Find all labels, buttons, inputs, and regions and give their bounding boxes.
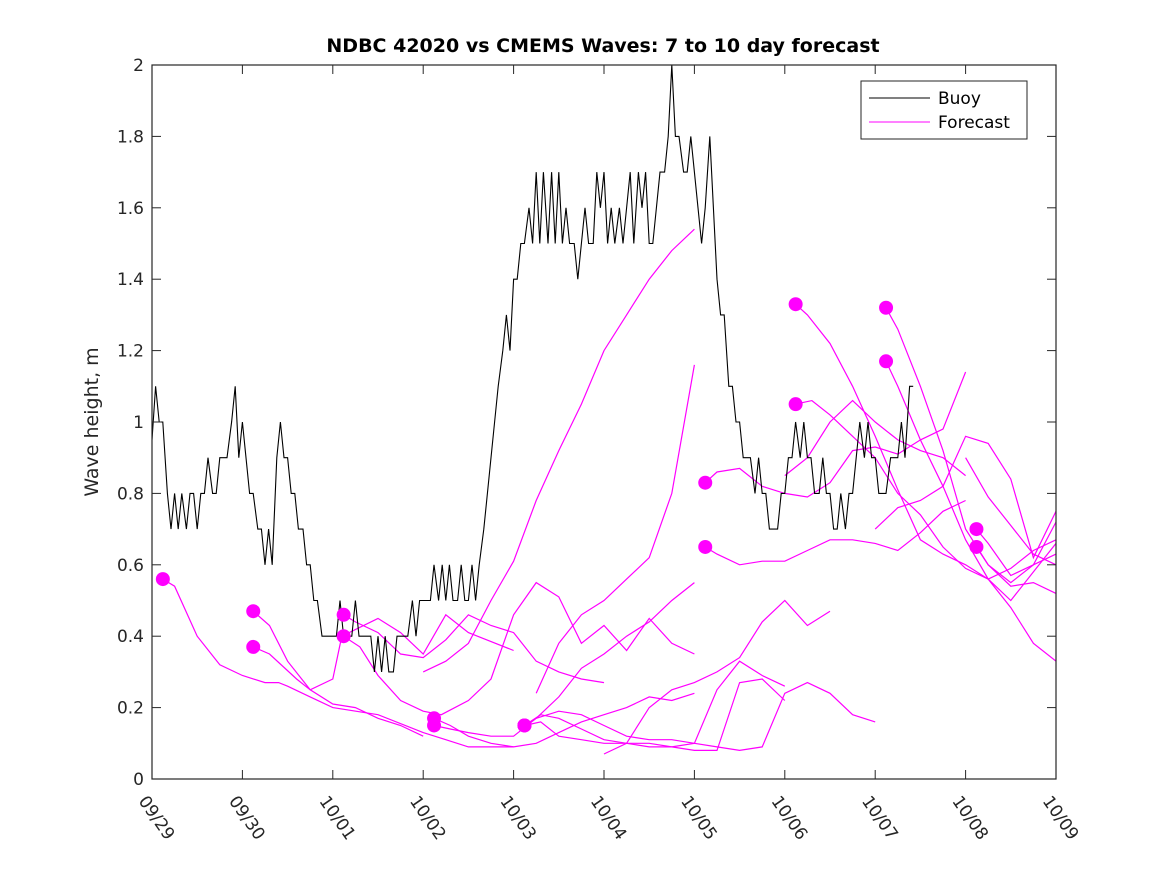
forecast-start-marker [969,539,984,554]
forecast-start-marker [155,572,170,587]
marker-layer [155,297,984,733]
forecast-start-marker [246,604,261,619]
y-tick-label: 1.8 [117,127,144,147]
forecast-line [965,457,1056,566]
y-tick-label: 0.8 [117,484,144,504]
forecast-line [975,528,1056,577]
forecast-start-marker [698,475,713,490]
forecast-line [975,546,1056,594]
forecast-line [795,303,1056,602]
series-layer [152,65,1056,755]
forecast-line [784,399,966,477]
legend-label-buoy: Buoy [938,89,981,109]
y-tick-label: 0.2 [117,699,144,719]
forecast-start-marker [336,629,351,644]
y-tick-label: 1.6 [117,199,144,219]
legend: Buoy Forecast [860,80,1028,140]
forecast-start-marker [788,297,803,312]
forecast-line [422,228,695,673]
buoy-line [152,65,914,673]
y-tick-label: 0.6 [117,556,144,576]
y-tick-label: 0 [133,770,144,790]
forecast-start-marker [788,397,803,412]
y-tick-label: 1.4 [117,270,144,290]
y-axis-label: Wave height, m [81,347,103,496]
forecast-start-marker [969,522,984,537]
forecast-line [162,578,514,748]
forecast-line [433,692,695,748]
forecast-line [252,610,424,737]
y-tick-label: 1 [133,413,144,433]
y-tick-label: 1.2 [117,342,144,362]
forecast-line [343,581,695,716]
forecast-line [535,364,695,694]
forecast-start-marker [517,718,532,733]
forecast-line [433,582,695,737]
forecast-line [704,499,966,566]
forecast-start-marker [427,718,442,733]
forecast-line [524,678,786,752]
forecast-line [603,599,831,755]
y-axis: 0 0.2 0.4 0.6 0.8 1 1.2 1.4 1.6 1.8 2 [117,56,1056,790]
forecast-line [795,399,1056,580]
forecast-start-marker [698,539,713,554]
forecast-line [885,361,1056,662]
forecast-line [524,660,786,748]
legend-box [860,80,1028,140]
forecast-start-marker [879,300,894,315]
forecast-start-marker [879,354,894,369]
y-tick-label: 0.4 [117,627,144,647]
forecast-start-marker [246,639,261,654]
chart-title: NDBC 42020 vs CMEMS Waves: 7 to 10 day f… [326,35,879,57]
forecast-line [885,307,1056,584]
forecast-start-marker [336,607,351,622]
y-tick-label: 2 [133,56,144,76]
forecast-line [343,614,605,684]
forecast-line [874,435,1056,560]
forecast-line [252,613,514,691]
legend-label-forecast: Forecast [938,113,1010,133]
